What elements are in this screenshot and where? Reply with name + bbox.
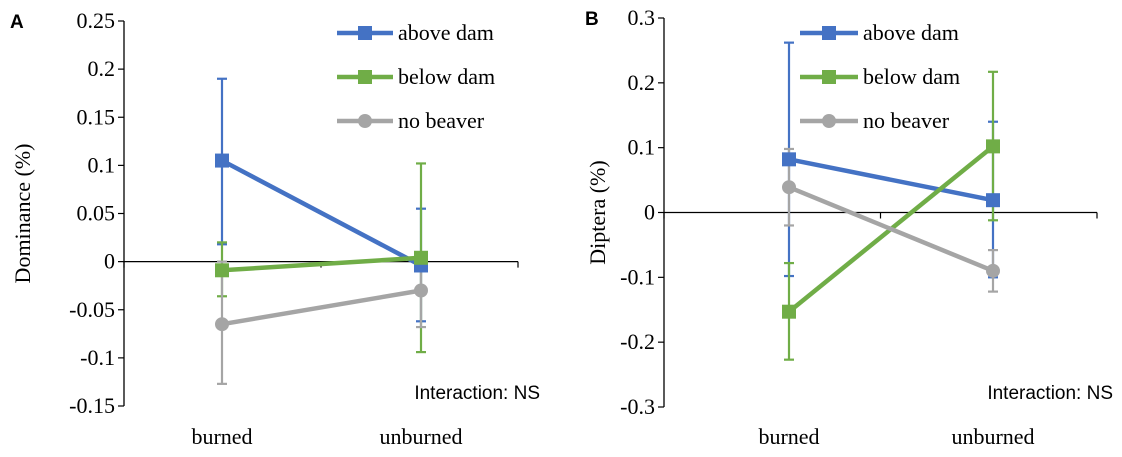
series-line-no-beaver — [788, 185, 994, 273]
category-label: burned — [191, 424, 252, 449]
y-tick-label: -0.2 — [620, 329, 655, 354]
annotation: Interaction: NS — [987, 383, 1113, 404]
y-axis-title: Dominance (%) — [10, 144, 35, 284]
data-point — [215, 263, 229, 278]
y-tick-label: -0.15 — [69, 393, 115, 418]
series-line-below-dam — [221, 255, 422, 273]
legend-marker — [822, 70, 836, 84]
legend-label: below dam — [863, 64, 960, 89]
annotation: Interaction: NS — [414, 383, 540, 404]
data-point — [986, 263, 1000, 278]
legend-label: above dam — [863, 20, 959, 45]
data-point — [782, 152, 796, 167]
category-label: unburned — [951, 424, 1034, 449]
y-tick-label: 0.2 — [88, 56, 116, 81]
legend-marker — [358, 70, 372, 84]
legend-label: below dam — [398, 64, 495, 89]
y-tick-label: -0.3 — [620, 394, 655, 419]
series-line-no-beaver — [221, 288, 422, 327]
series-line-above-dam — [220, 158, 423, 268]
y-tick-label: 0.1 — [628, 135, 656, 160]
legend-label: above dam — [398, 20, 494, 45]
y-tick-label: -0.1 — [620, 264, 655, 289]
legend: above dam below dam no beaver — [800, 20, 960, 133]
category-label: burned — [758, 424, 819, 449]
data-point — [782, 304, 796, 319]
y-tick-label: 0.2 — [628, 70, 656, 95]
y-tick-label: 0.3 — [628, 5, 656, 30]
legend-label: no beaver — [863, 108, 950, 133]
data-point — [414, 283, 428, 298]
data-point — [986, 139, 1000, 154]
legend-label: no beaver — [398, 108, 485, 133]
category-label: unburned — [379, 424, 462, 449]
panel-letter: A — [10, 12, 24, 33]
series-line-above-dam — [788, 157, 994, 203]
y-tick-label: -0.1 — [80, 345, 115, 370]
y-tick-label: 0 — [644, 200, 655, 225]
y-axis-title: Diptera (%) — [585, 160, 610, 264]
data-point — [414, 250, 428, 265]
data-point — [215, 317, 229, 332]
panel-letter: B — [585, 9, 599, 30]
legend: above dam below dam no beaver — [337, 20, 495, 133]
legend-marker — [358, 114, 372, 128]
y-tick-label: 0.05 — [77, 201, 116, 226]
y-tick-label: 0 — [104, 249, 115, 274]
legend-marker — [822, 26, 836, 40]
chart-panel-b: B -0.3 -0.2 -0.1 0 0.1 0.2 0.3 burned unburned Dip… — [585, 5, 1113, 449]
chart-panel-a: A -0.15 -0.1 -0.05 0 0.05 0.1 0.15 0.2 0.25 burned… — [10, 8, 540, 449]
data-point — [986, 193, 1000, 208]
y-tick-label: 0.15 — [77, 104, 116, 129]
y-tick-label: 0.1 — [88, 152, 116, 177]
data-point — [782, 180, 796, 195]
data-point — [215, 153, 229, 168]
legend-marker — [358, 26, 372, 40]
y-tick-label: -0.05 — [69, 297, 115, 322]
legend-marker — [822, 114, 836, 128]
y-tick-label: 0.25 — [77, 8, 116, 33]
